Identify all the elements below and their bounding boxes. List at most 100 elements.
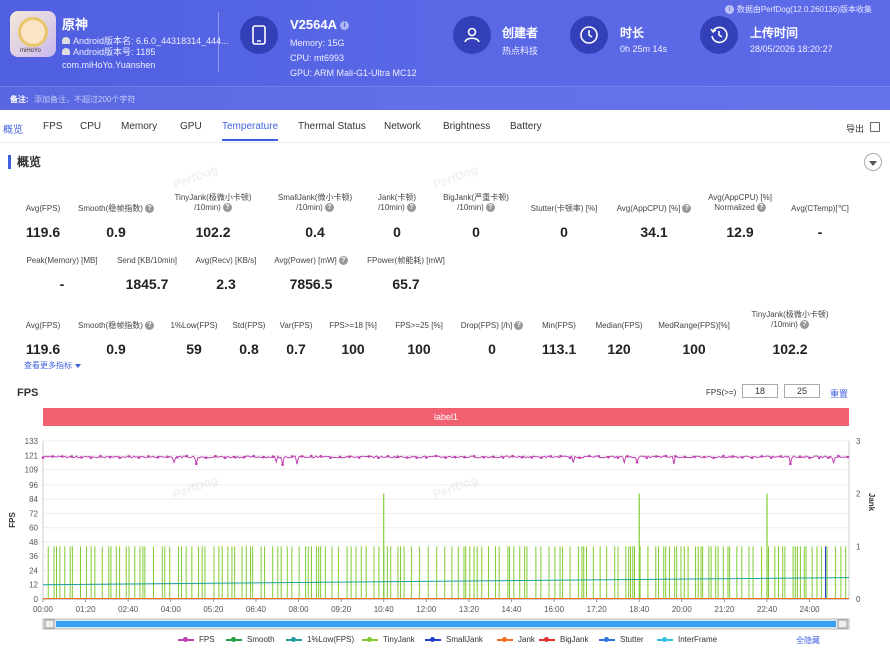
fps-point <box>377 456 380 460</box>
android-version-text: Android版本名: 6.6.0_44318314_444... <box>73 36 229 46</box>
legend-item[interactable]: BigJank <box>539 635 588 644</box>
fps-point <box>750 456 754 460</box>
help-icon[interactable]: ? <box>799 320 809 330</box>
help-icon[interactable]: ? <box>756 203 766 213</box>
legend-item[interactable]: FPS <box>178 635 215 644</box>
fps-point <box>540 456 543 459</box>
metric-value: 102.2 <box>195 224 231 240</box>
range-handle-right[interactable] <box>837 619 848 629</box>
android-icon <box>62 48 70 55</box>
fps-point <box>262 455 265 459</box>
metric-value: 0.9 <box>106 224 126 240</box>
help-icon[interactable]: ? <box>338 256 348 266</box>
legend-item[interactable]: TinyJank <box>362 635 415 644</box>
metric-label-text: /10min) <box>296 203 323 212</box>
app-name: 原神 <box>62 17 89 32</box>
metric-label: TinyJank(极微小卡顿)/10min)? <box>744 310 836 330</box>
fps-threshold-input-2[interactable] <box>784 384 820 398</box>
x-tick-label: 08:00 <box>289 605 310 614</box>
help-icon[interactable]: ? <box>144 321 154 331</box>
export-icon[interactable] <box>870 122 880 132</box>
help-icon[interactable]: ? <box>682 204 692 214</box>
clock-icon <box>570 16 608 54</box>
fps-point <box>300 455 304 458</box>
fps-point <box>415 456 419 459</box>
metric-value: 119.6 <box>25 341 61 357</box>
y2-axis-label: Jank <box>867 493 876 512</box>
fps-point <box>252 454 256 458</box>
fps-point <box>808 456 811 460</box>
y2-tick-label: 3 <box>856 437 861 446</box>
hide-all-button[interactable]: 全隐藏 <box>796 636 820 645</box>
help-icon[interactable]: ? <box>324 203 334 213</box>
info-icon[interactable]: i <box>339 21 349 31</box>
metric-label: Avg(AppCPU) [%]? <box>612 204 696 214</box>
fps-point <box>597 455 601 458</box>
help-icon[interactable]: ? <box>485 203 495 213</box>
tab-gpu[interactable]: GPU <box>180 121 202 132</box>
metric-label-text: SmallJank(微小卡顿) <box>277 193 353 202</box>
collapse-button[interactable] <box>864 153 882 171</box>
y-tick-label: 109 <box>25 466 39 475</box>
legend-item[interactable]: InterFrame <box>657 635 717 644</box>
android-code: Android版本号: 1185 <box>62 45 155 58</box>
y2-tick-label: 0 <box>856 595 861 604</box>
legend-item[interactable]: Stutter <box>599 635 644 644</box>
legend-item[interactable]: SmallJank <box>425 635 483 644</box>
tab-cpu[interactable]: CPU <box>80 121 102 132</box>
view-more-link[interactable]: 查看更多指标 <box>24 360 81 371</box>
fps-point <box>846 455 850 459</box>
legend-item[interactable]: 1%Low(FPS) <box>286 635 354 644</box>
tab-overview[interactable]: 概览 <box>3 125 23 136</box>
x-tick-label: 17:20 <box>587 605 608 614</box>
fps-point <box>185 454 188 458</box>
fps-point <box>147 455 150 458</box>
metric-value: 0 <box>488 341 496 357</box>
tab-brightness[interactable]: Brightness <box>443 121 491 132</box>
fps-point <box>482 456 486 459</box>
y2-tick-label: 2 <box>856 490 861 499</box>
label-bar[interactable]: label1 <box>43 408 849 426</box>
metric-label-text: Smooth(稳帧指数) <box>78 321 143 330</box>
range-fill[interactable] <box>56 621 836 627</box>
remark-input[interactable] <box>34 91 334 107</box>
watermark: PerfDog <box>171 162 220 192</box>
user-icon <box>453 16 491 54</box>
y-tick-label: 72 <box>29 509 38 518</box>
export-button[interactable]: 导出 <box>845 124 864 134</box>
tab-fps[interactable]: FPS <box>43 121 63 132</box>
tab-battery[interactable]: Battery <box>510 121 542 132</box>
tab-network[interactable]: Network <box>384 121 421 132</box>
fps-point <box>731 455 735 458</box>
tab-thermal-status[interactable]: Thermal Status <box>298 121 366 132</box>
fps-point <box>290 455 294 458</box>
metric-value: 0.9 <box>106 341 126 357</box>
fps-point <box>175 456 179 459</box>
fps-point <box>463 455 466 459</box>
metric-label: FPS>=25 [%] <box>395 321 443 330</box>
legend-swatch <box>599 636 615 642</box>
tab-memory[interactable]: Memory <box>121 121 158 132</box>
fps-threshold-input-1[interactable] <box>742 384 778 398</box>
metric-value: 12.9 <box>726 224 754 240</box>
help-icon[interactable]: ? <box>514 321 524 331</box>
range-handle-left[interactable] <box>44 619 55 629</box>
y-tick-label: 121 <box>25 451 39 460</box>
creator-value: 热点科技 <box>502 46 539 56</box>
creator-label: 创建者 <box>502 26 539 40</box>
legend-label: TinyJank <box>383 635 415 644</box>
tab-temperature[interactable]: Temperature <box>222 121 279 141</box>
metric-label-text: Smooth(稳帧指数) <box>78 204 143 213</box>
legend-label: BigJank <box>560 635 589 644</box>
help-icon[interactable]: ? <box>406 203 416 213</box>
legend-item[interactable]: Smooth <box>226 635 275 644</box>
fps-point <box>41 456 45 459</box>
legend-item[interactable]: Jank <box>497 635 535 644</box>
metric-value: 0 <box>560 224 568 240</box>
reset-button[interactable]: 重置 <box>830 389 849 399</box>
help-icon[interactable]: ? <box>222 203 232 213</box>
metric-value: - <box>817 224 823 240</box>
metric-label: Smooth(稳帧指数)? <box>76 321 156 331</box>
fps-point <box>204 456 208 459</box>
help-icon[interactable]: ? <box>144 204 154 214</box>
